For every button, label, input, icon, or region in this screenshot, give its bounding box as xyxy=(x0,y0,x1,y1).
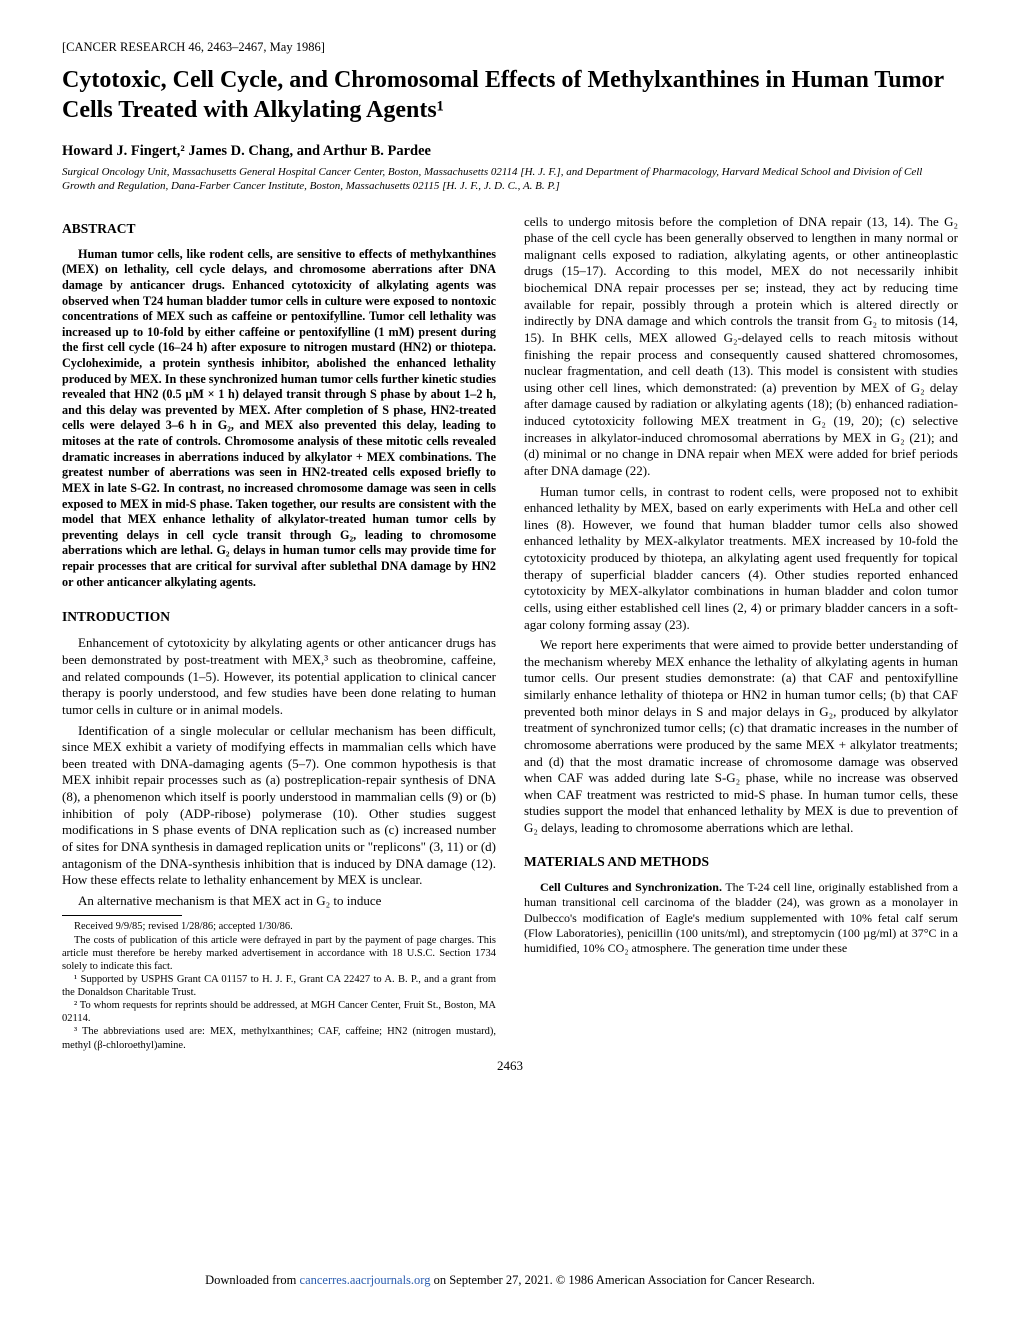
footnote-rule xyxy=(62,915,182,916)
footnote-2: ² To whom requests for reprints should b… xyxy=(62,999,496,1025)
introduction-heading: INTRODUCTION xyxy=(62,608,496,625)
download-post: on September 27, 2021. © 1986 American A… xyxy=(430,1273,814,1287)
mm-subhead: Cell Cultures and Synchronization. xyxy=(540,880,722,894)
col2-paragraph-2: Human tumor cells, in contrast to rodent… xyxy=(524,484,958,634)
intro-paragraph-2: Identification of a single molecular or … xyxy=(62,723,496,889)
abstract-heading: ABSTRACT xyxy=(62,220,496,237)
authors: Howard J. Fingert,² James D. Chang, and … xyxy=(62,143,958,160)
intro-paragraph-3: An alternative mechanism is that MEX act… xyxy=(62,893,496,910)
left-column: ABSTRACT Human tumor cells, like rodent … xyxy=(62,214,496,1052)
intro-paragraph-1: Enhancement of cytotoxicity by alkylatin… xyxy=(62,635,496,718)
materials-methods-heading: MATERIALS AND METHODS xyxy=(524,853,958,870)
article-title: Cytotoxic, Cell Cycle, and Chromosomal E… xyxy=(62,65,958,125)
affiliation: Surgical Oncology Unit, Massachusetts Ge… xyxy=(62,166,958,194)
footnote-1: ¹ Supported by USPHS Grant CA 01157 to H… xyxy=(62,973,496,999)
page-number: 2463 xyxy=(62,1058,958,1074)
col2-paragraph-1: cells to undergo mitosis before the comp… xyxy=(524,214,958,480)
two-column-body: ABSTRACT Human tumor cells, like rodent … xyxy=(62,214,958,1052)
download-notice: Downloaded from cancerres.aacrjournals.o… xyxy=(0,1272,1020,1288)
page: [CANCER RESEARCH 46, 2463–2467, May 1986… xyxy=(0,0,1020,1320)
right-column: cells to undergo mitosis before the comp… xyxy=(524,214,958,1052)
journal-reference: [CANCER RESEARCH 46, 2463–2467, May 1986… xyxy=(62,40,958,55)
abstract-text: Human tumor cells, like rodent cells, ar… xyxy=(62,247,496,590)
download-link[interactable]: cancerres.aacrjournals.org xyxy=(300,1273,431,1287)
footnote-3: ³ The abbreviations used are: MEX, methy… xyxy=(62,1025,496,1051)
footnotes: Received 9/9/85; revised 1/28/86; accept… xyxy=(62,920,496,1051)
download-pre: Downloaded from xyxy=(205,1273,299,1287)
footnote-costs: The costs of publication of this article… xyxy=(62,934,496,973)
materials-methods-p1: Cell Cultures and Synchronization. The T… xyxy=(524,880,958,957)
col2-paragraph-3: We report here experiments that were aim… xyxy=(524,637,958,837)
footnote-received: Received 9/9/85; revised 1/28/86; accept… xyxy=(62,920,496,933)
